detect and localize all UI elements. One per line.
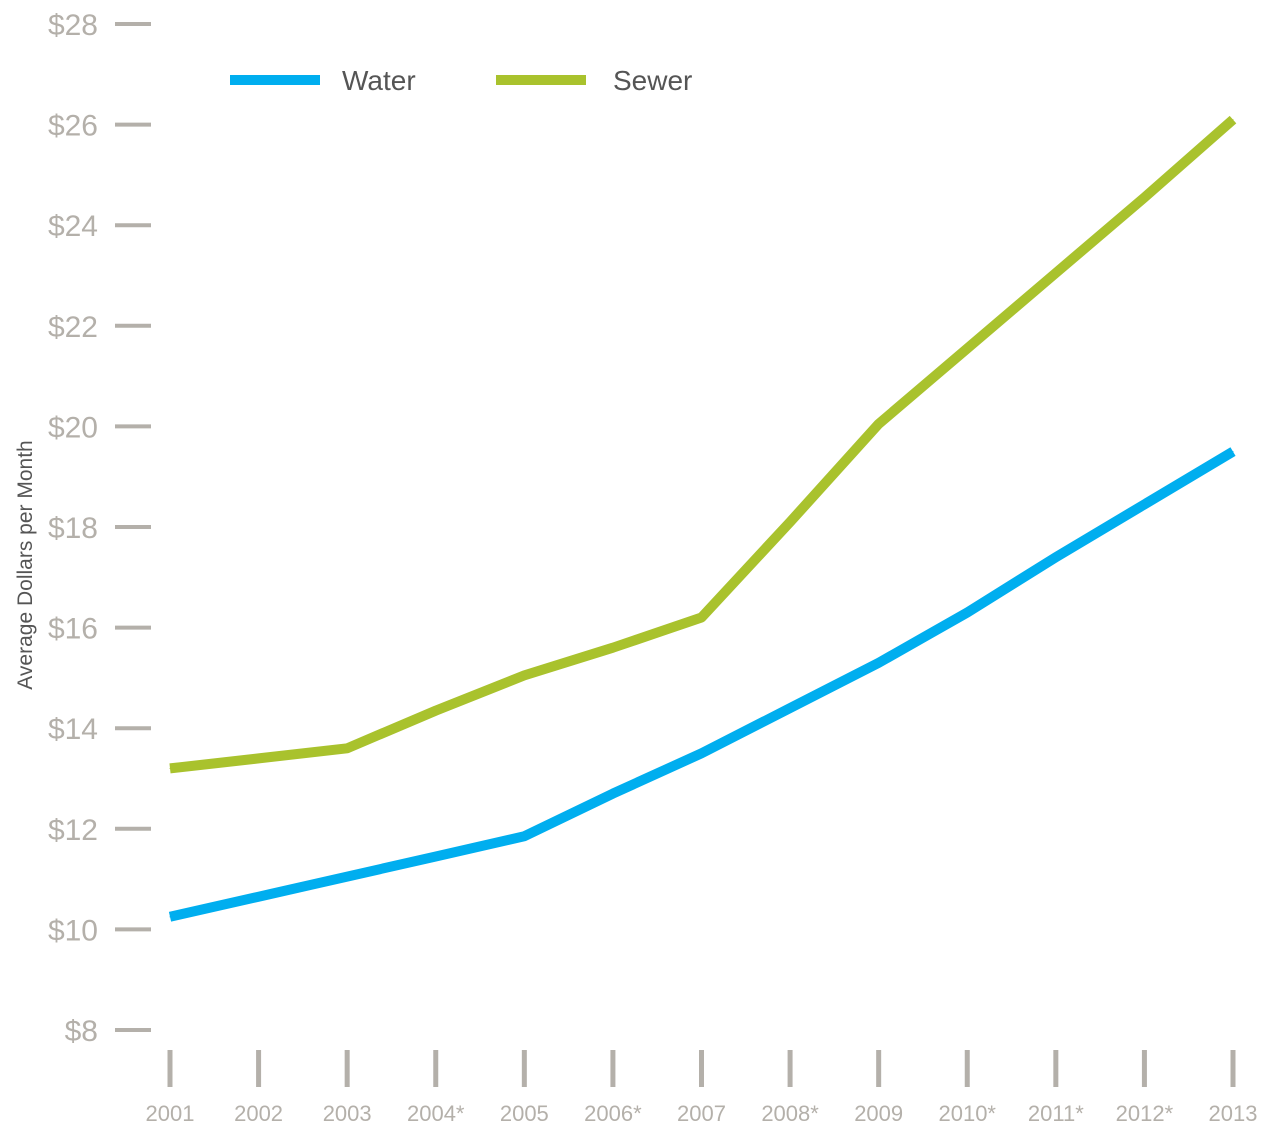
x-tick-label: 2009: [854, 1101, 903, 1126]
data-point: [701, 617, 702, 619]
data-point: [1143, 503, 1145, 505]
data-point: [523, 674, 525, 676]
y-axis: $8 $10 $12 $14 $16 $18 $20 $22 $24 $26 $28: [48, 9, 151, 1048]
y-tick-label: $24: [48, 210, 98, 243]
data-point: [789, 521, 791, 523]
legend-swatch-sewer: [496, 75, 586, 85]
x-tick-label: 2008*: [761, 1101, 819, 1126]
x-tick-label: 2001: [146, 1101, 195, 1126]
x-tick-label: 2012*: [1116, 1101, 1174, 1126]
x-axis: 2001 2002 2003 2004* 2005 2006* 2007 2008* 2009 2…: [146, 1050, 1258, 1126]
data-point: [169, 767, 171, 769]
y-tick-label: $12: [48, 814, 98, 847]
data-point: [612, 647, 614, 649]
y-tick-label: $22: [48, 311, 98, 344]
data-point: [523, 835, 525, 837]
legend-label-sewer: Sewer: [613, 65, 692, 96]
data-point: [1232, 451, 1234, 453]
y-tick-label: $28: [48, 9, 98, 42]
x-tick-label: 2013: [1209, 1101, 1258, 1126]
x-tick-label: 2002: [234, 1101, 283, 1126]
x-tick-label: 2005: [500, 1101, 549, 1126]
y-tick-label: $10: [48, 914, 98, 947]
data-point: [435, 855, 437, 857]
data-point: [1232, 119, 1234, 121]
data-point: [878, 423, 880, 425]
y-tick-label: $26: [48, 110, 98, 143]
x-tick-label: 2003: [323, 1101, 372, 1126]
series-layer: [168, 115, 1237, 922]
data-point: [701, 752, 702, 754]
legend-label-water: Water: [342, 65, 416, 96]
x-tick-label: 2004*: [407, 1101, 465, 1126]
series-sewer: [169, 115, 1237, 774]
data-point: [1143, 197, 1145, 199]
series-line-sewer: [169, 115, 1237, 774]
data-point: [258, 896, 260, 898]
y-tick-label: $14: [48, 713, 98, 746]
x-tick-label: 2010*: [938, 1101, 996, 1126]
data-point: [789, 707, 791, 709]
data-point: [878, 662, 880, 664]
x-tick-label: 2006*: [584, 1101, 642, 1126]
legend-swatch-water: [230, 75, 320, 85]
data-point: [1055, 556, 1057, 558]
data-point: [612, 793, 614, 795]
y-tick-label: $16: [48, 613, 98, 646]
y-tick-label: $8: [65, 1015, 98, 1048]
y-tick-label: $18: [48, 512, 98, 545]
data-point: [169, 916, 171, 918]
series-line-water: [168, 447, 1236, 922]
x-tick-label: 2007: [677, 1101, 726, 1126]
data-point: [435, 710, 437, 712]
data-point: [258, 757, 260, 759]
y-axis-title: Average Dollars per Month: [14, 440, 37, 689]
y-tick-label: $20: [48, 411, 98, 444]
data-point: [1055, 272, 1057, 274]
data-point: [346, 747, 348, 749]
x-tick-label: 2011*: [1028, 1101, 1084, 1126]
series-water: [168, 447, 1236, 922]
legend: Water Sewer: [230, 65, 692, 96]
data-point: [966, 612, 968, 614]
data-point: [966, 347, 968, 349]
data-point: [346, 876, 348, 878]
